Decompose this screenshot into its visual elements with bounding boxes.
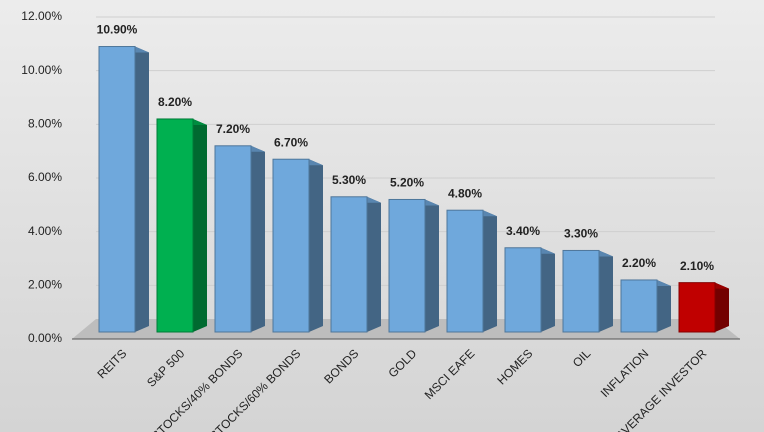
bar <box>446 209 484 333</box>
bar-side <box>715 282 729 332</box>
bar-side <box>135 46 149 333</box>
y-tick-label: 10.00% <box>21 63 62 77</box>
value-label: 5.20% <box>390 176 424 190</box>
bar-side <box>599 250 613 332</box>
y-tick-label: 2.00% <box>28 278 62 292</box>
value-label: 8.20% <box>158 95 192 109</box>
y-tick-label: 0.00% <box>28 331 62 345</box>
value-label: 7.20% <box>216 122 250 136</box>
bar <box>330 196 368 333</box>
bar-side <box>367 196 381 332</box>
value-label: 6.70% <box>274 135 308 149</box>
bar <box>388 198 426 333</box>
bar <box>562 249 600 333</box>
y-tick-label: 4.00% <box>28 224 62 238</box>
bar <box>678 282 716 333</box>
bar-side <box>657 279 671 332</box>
value-label: 4.80% <box>448 186 482 200</box>
bar <box>98 46 136 333</box>
value-label: 3.30% <box>564 227 598 241</box>
value-label: 2.20% <box>622 256 656 270</box>
value-label: 3.40% <box>506 224 540 238</box>
bar <box>156 118 194 333</box>
bar-side <box>425 199 439 332</box>
value-label: 10.90% <box>97 23 138 37</box>
value-label: 2.10% <box>680 259 714 273</box>
y-tick-label: 12.00% <box>21 9 62 23</box>
bar <box>214 145 252 333</box>
bar <box>272 158 310 333</box>
value-label: 5.30% <box>332 173 366 187</box>
bar-side <box>483 210 497 332</box>
y-tick-label: 6.00% <box>28 170 62 184</box>
bar-side <box>309 159 323 332</box>
y-tick-label: 8.00% <box>28 117 62 131</box>
bar-side <box>193 118 207 332</box>
bar-side <box>541 247 555 332</box>
bar <box>620 279 658 333</box>
bar-side <box>251 145 265 332</box>
bar <box>504 247 542 333</box>
